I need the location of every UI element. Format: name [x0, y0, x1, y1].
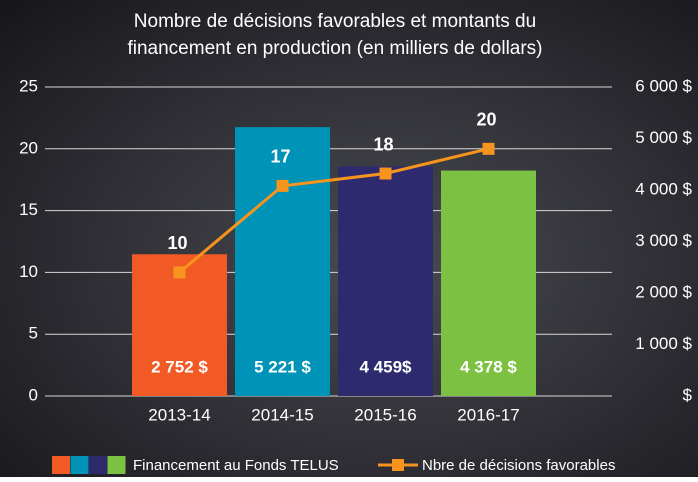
y-tick-label: 25	[19, 76, 38, 95]
line-marker	[173, 266, 186, 279]
bar-value-label: 4 459$	[360, 357, 413, 376]
legend-swatch	[52, 456, 70, 474]
legend-marker	[392, 459, 404, 471]
bar-value-label: 2 752 $	[151, 357, 208, 376]
y-tick-label: 5	[29, 324, 38, 343]
bar	[338, 166, 433, 396]
line-marker	[276, 179, 289, 192]
legend-swatch	[89, 456, 107, 474]
line-value-label: 10	[167, 233, 187, 253]
y-tick-label: 0	[29, 385, 38, 404]
line-value-label: 20	[476, 110, 496, 130]
bar-value-label: 5 221 $	[254, 357, 311, 376]
y-tick-label: 15	[19, 200, 38, 219]
chart-title: financement en production (en milliers d…	[127, 38, 542, 59]
line-value-label: 18	[373, 134, 393, 154]
legend-label: Nbre de décisions favorables	[422, 457, 615, 474]
y-tick-label: 10	[19, 262, 38, 281]
legend-swatch	[70, 456, 89, 474]
x-tick-label: 2013-14	[148, 405, 210, 424]
line-marker	[379, 167, 392, 180]
x-tick-label: 2015-16	[354, 405, 416, 424]
line-marker	[482, 142, 495, 155]
y-tick-label: 20	[19, 138, 38, 157]
y2-tick-label: 5 000 $	[635, 128, 692, 147]
y2-tick-label: 3 000 $	[635, 231, 692, 250]
x-tick-label: 2014-15	[251, 405, 313, 424]
legend-label: Financement au Fonds TELUS	[133, 457, 339, 474]
chart-title: Nombre de décisions favorables et montan…	[134, 11, 536, 32]
y2-tick-label: $	[683, 385, 693, 404]
bar-value-label: 4 378 $	[460, 357, 517, 376]
legend-swatch	[107, 456, 126, 474]
line	[178, 147, 489, 274]
y2-tick-label: 6 000 $	[635, 76, 692, 95]
bar	[441, 170, 536, 396]
line-value-label: 17	[270, 147, 290, 167]
y2-tick-label: 2 000 $	[635, 282, 692, 301]
bar	[235, 127, 330, 396]
y2-tick-label: 1 000 $	[635, 334, 692, 353]
x-tick-label: 2016-17	[457, 405, 519, 424]
y2-tick-label: 4 000 $	[635, 179, 692, 198]
